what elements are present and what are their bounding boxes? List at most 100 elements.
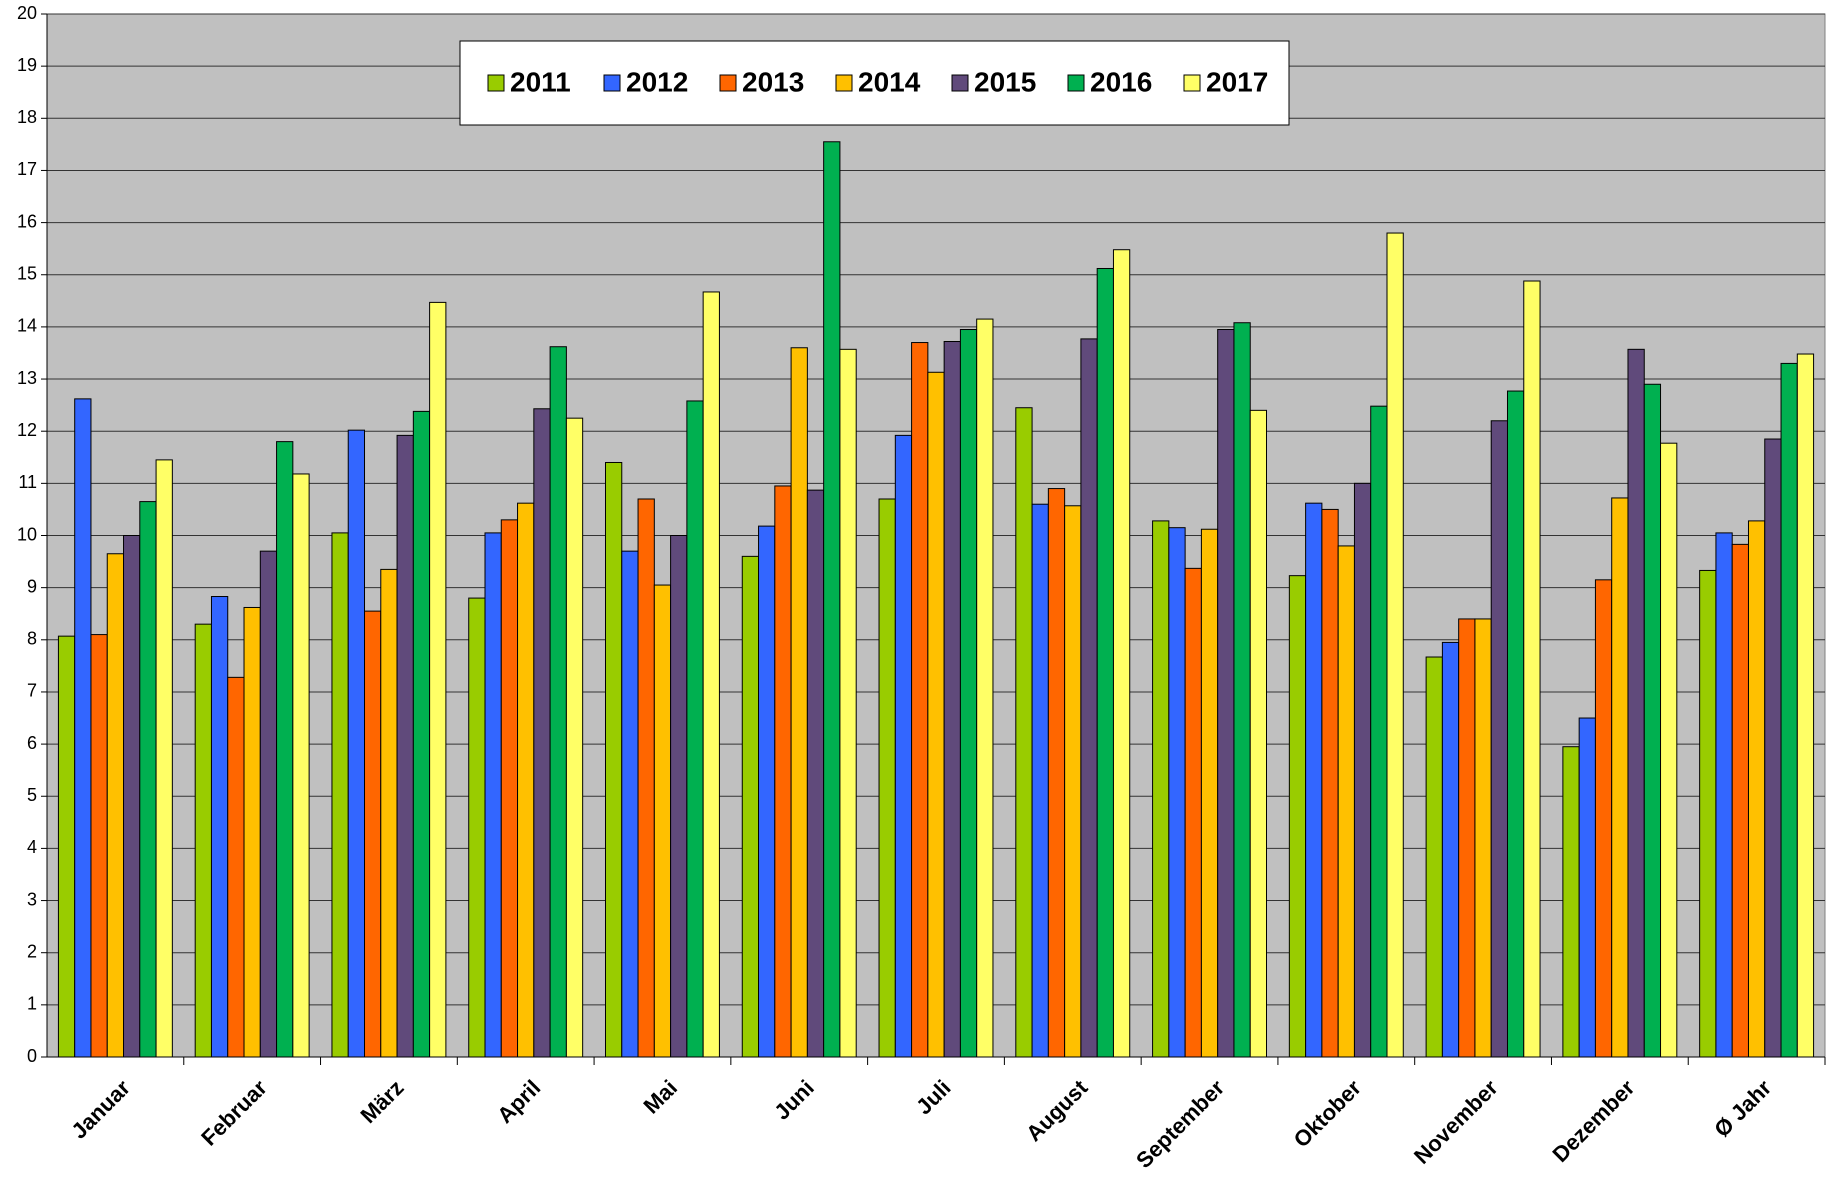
bar — [276, 441, 294, 1058]
x-tick-label: Juli — [911, 1075, 955, 1119]
bar — [1562, 746, 1580, 1058]
y-tick-label: 20 — [17, 3, 37, 23]
bar — [1425, 656, 1443, 1058]
bar — [1731, 543, 1749, 1058]
y-tick-label: 11 — [18, 472, 37, 492]
bar — [74, 398, 92, 1058]
x-tick-label: Februar — [196, 1075, 272, 1151]
bar — [637, 498, 655, 1058]
bar — [894, 434, 913, 1058]
y-tick-label: 15 — [17, 264, 37, 284]
bar — [1699, 569, 1717, 1058]
bar — [1523, 280, 1541, 1058]
y-tick-label: 16 — [17, 211, 37, 231]
bar — [123, 535, 141, 1058]
bar — [1288, 575, 1307, 1058]
y-tick-label: 7 — [27, 681, 37, 701]
bar — [210, 596, 229, 1058]
legend-label: 2013 — [742, 66, 804, 97]
legend-swatch — [487, 74, 505, 92]
bar — [292, 473, 310, 1058]
bar — [90, 634, 108, 1058]
bar — [1064, 505, 1082, 1058]
y-tick-label: 0 — [27, 1046, 37, 1066]
bar — [1660, 442, 1678, 1058]
bar — [1370, 405, 1388, 1058]
x-tick-label: August — [1021, 1074, 1093, 1146]
bar — [621, 550, 639, 1058]
bar — [1047, 488, 1066, 1058]
bar — [1715, 532, 1733, 1058]
bar — [1611, 497, 1629, 1058]
legend-label: 2016 — [1090, 66, 1152, 97]
bar — [1458, 618, 1476, 1058]
bar — [1764, 438, 1782, 1058]
bar — [412, 410, 431, 1058]
y-tick-label: 18 — [17, 107, 37, 127]
y-tick-label: 4 — [27, 837, 37, 857]
bar — [364, 610, 382, 1058]
bar — [500, 519, 519, 1058]
y-tick-label: 13 — [17, 368, 37, 388]
bar — [774, 485, 792, 1058]
legend-swatch — [951, 74, 969, 92]
bar — [549, 346, 567, 1058]
x-tick-label: Oktober — [1289, 1075, 1367, 1153]
y-tick-label: 6 — [27, 733, 37, 753]
bar — [959, 329, 978, 1058]
bar — [139, 501, 157, 1058]
y-tick-label: 17 — [17, 159, 37, 179]
bar — [1337, 545, 1355, 1058]
bar — [347, 429, 366, 1058]
bar — [976, 318, 994, 1058]
bar — [911, 342, 929, 1058]
legend-swatch — [1067, 74, 1085, 92]
legend-label: 2014 — [858, 66, 921, 97]
y-tick-label: 9 — [27, 576, 37, 596]
x-tick-label: Dezember — [1547, 1075, 1639, 1167]
bar — [1184, 567, 1202, 1058]
bar — [1168, 527, 1186, 1058]
bar — [1031, 503, 1049, 1058]
bar — [331, 532, 349, 1058]
bar — [380, 568, 398, 1058]
bar — [943, 341, 961, 1058]
bar — [1594, 579, 1613, 1058]
bar — [1780, 362, 1798, 1058]
legend-box — [459, 40, 1290, 126]
legend-label: 2012 — [626, 66, 688, 97]
bar — [878, 498, 896, 1058]
bar — [686, 400, 704, 1058]
bar — [1015, 407, 1033, 1058]
bar — [758, 525, 776, 1058]
y-tick-label: 5 — [27, 785, 37, 805]
legend-label: 2011 — [510, 66, 571, 97]
bar — [227, 676, 245, 1058]
bar — [604, 461, 623, 1058]
legend-swatch — [603, 74, 621, 92]
bar — [533, 408, 551, 1058]
bar — [1578, 717, 1596, 1058]
legend-label: 2017 — [1206, 66, 1268, 97]
bar — [243, 606, 261, 1058]
bar — [155, 459, 173, 1058]
x-tick-label: Mai — [638, 1075, 682, 1119]
x-tick-label: November — [1409, 1075, 1503, 1169]
bar — [1747, 520, 1766, 1058]
bar — [1643, 383, 1662, 1058]
y-tick-label: 3 — [27, 889, 37, 909]
bar — [57, 635, 76, 1058]
bar — [1490, 420, 1508, 1058]
bar — [1217, 329, 1235, 1058]
x-tick-label: Januar — [66, 1075, 135, 1144]
bar — [565, 417, 584, 1058]
y-tick-label: 10 — [17, 524, 37, 544]
legend-swatch — [835, 74, 853, 92]
bar — [653, 584, 672, 1058]
y-tick-label: 8 — [27, 629, 37, 649]
bar — [790, 347, 808, 1058]
bar — [839, 348, 857, 1058]
x-tick-label: September — [1131, 1075, 1229, 1173]
bar — [806, 489, 825, 1058]
